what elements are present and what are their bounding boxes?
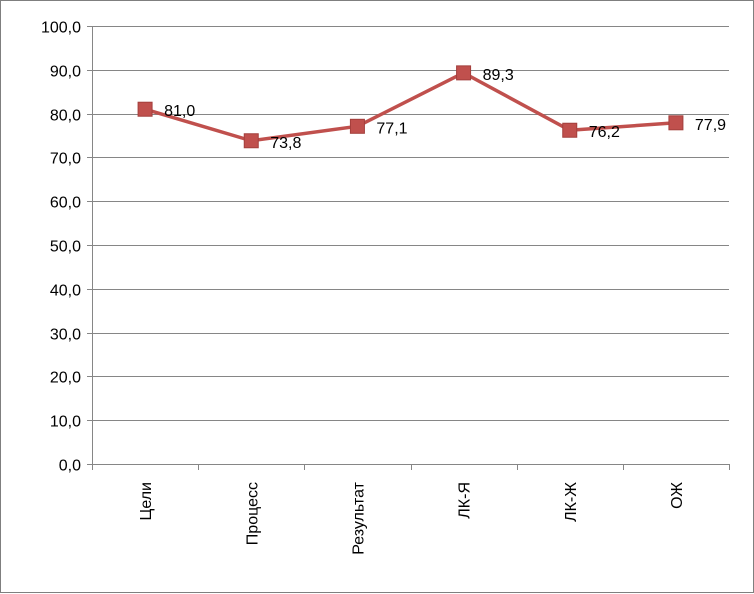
y-tick-label: 30,0	[50, 327, 81, 344]
x-tick-label: ОЖ	[669, 482, 686, 509]
y-tick-label: 70,0	[50, 151, 81, 168]
data-label: 76,2	[589, 124, 620, 141]
data-label: 77,9	[695, 117, 726, 134]
x-tick-label: Результат	[350, 481, 367, 554]
data-point	[668, 115, 684, 131]
y-tick-label: 90,0	[50, 64, 81, 81]
data-label: 89,3	[483, 67, 514, 84]
y-tick-label: 100,0	[41, 20, 81, 37]
series-line	[144, 71, 677, 143]
data-point	[562, 122, 578, 138]
data-label: 77,1	[376, 120, 407, 137]
y-tick-labels: 0,0 10,0 20,0 30,0 40,0 50,0 60,0 70,0 80,0 90,0 1…	[41, 20, 81, 475]
y-tick-label: 0,0	[59, 458, 81, 475]
y-tick-label: 60,0	[50, 195, 81, 212]
data-label: 81,0	[164, 103, 195, 120]
gridlines	[87, 26, 729, 465]
data-point	[243, 133, 259, 149]
data-labels: 81,0 73,8 77,1 89,3 76,2 77,9	[164, 67, 726, 152]
axes	[92, 26, 730, 470]
y-tick-label: 20,0	[50, 370, 81, 387]
series	[137, 65, 684, 149]
y-tick-label: 50,0	[50, 239, 81, 256]
data-label: 73,8	[270, 135, 301, 152]
y-tick-label: 40,0	[50, 283, 81, 300]
y-tick-label: 10,0	[50, 414, 81, 431]
x-tick-labels: Цели Процесс Результат ЛК-Я ЛК-Ж ОЖ	[138, 481, 686, 554]
y-tick-label: 80,0	[50, 108, 81, 125]
data-point	[456, 65, 472, 81]
x-tick-label: Процесс	[244, 482, 261, 545]
data-point	[349, 118, 365, 134]
x-tick-label: Цели	[138, 482, 155, 520]
x-tick-label: ЛК-Я	[457, 482, 474, 519]
data-point	[137, 101, 153, 117]
x-tick-label: ЛК-Ж	[563, 482, 580, 522]
